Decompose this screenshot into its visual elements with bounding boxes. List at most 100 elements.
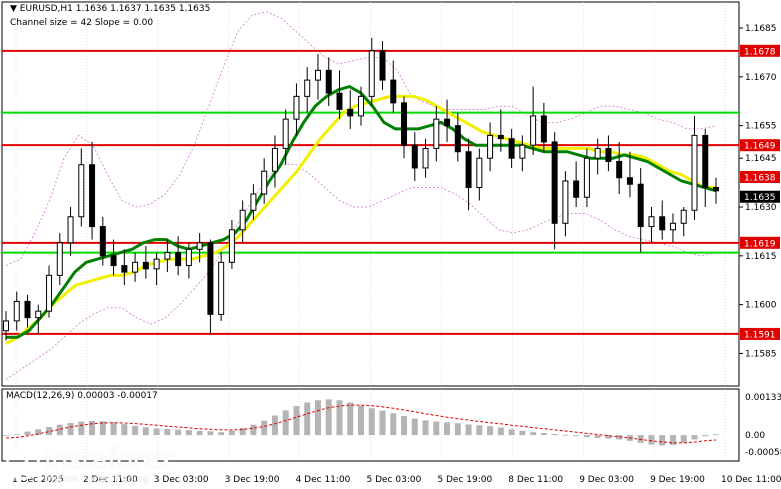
candle-body: [325, 69, 332, 94]
macd-histogram-bar: [519, 430, 526, 436]
axes: 1.16851.16701.16551.16451.16301.16151.16…: [12, 24, 781, 485]
macd-tick-label: -0.00058: [745, 448, 781, 458]
band-lower-line: [5, 164, 717, 380]
level-tag-label: 1.1591: [744, 330, 776, 340]
macd-histogram-bar: [56, 424, 63, 436]
macd-histogram-bar: [228, 430, 235, 436]
candle-body: [110, 255, 117, 267]
macd-histogram-bar: [551, 433, 558, 436]
candle-body: [347, 108, 354, 117]
candle-body: [713, 186, 719, 192]
level-tag-box: [740, 236, 780, 249]
candle-body: [304, 79, 311, 97]
time-tick-label: 3 Dec 03:00: [154, 475, 209, 485]
candle-body: [358, 95, 364, 117]
candle-body: [336, 92, 343, 110]
envelope-band: [5, 11, 717, 380]
price-tick-label: 1.1615: [745, 252, 777, 262]
candle-body: [56, 242, 63, 276]
price-tick-label: 1.1585: [745, 349, 777, 359]
macd-histogram-bar: [132, 425, 139, 436]
candle-body: [702, 134, 709, 188]
time-tick-label: 8 Dec 11:00: [508, 475, 563, 485]
candle-body: [573, 180, 580, 198]
time-tick-label: 4 Dec 11:00: [296, 475, 351, 485]
candle-body: [368, 50, 375, 97]
macd-histogram-bar: [271, 415, 278, 436]
candle-body: [508, 138, 515, 159]
macd-histogram-bar: [368, 408, 375, 436]
candle-body: [433, 118, 440, 149]
macd-histogram-bar: [573, 435, 580, 436]
macd-histogram-bar: [142, 427, 149, 436]
macd-histogram-bar: [35, 429, 42, 436]
macd-histogram-bar: [78, 421, 85, 436]
band-upper-line: [5, 11, 717, 266]
level-tag-label: 1.1619: [744, 239, 776, 249]
candle-body: [121, 265, 128, 273]
candle-body: [422, 147, 429, 169]
macd-histogram-bar: [497, 427, 504, 436]
candle-body: [659, 216, 666, 231]
candle-body: [218, 261, 225, 315]
price-tick-label: 1.1670: [745, 73, 777, 83]
price-tick-label: 1.1655: [745, 122, 777, 132]
price-tag-box: [740, 190, 780, 203]
macd-histogram-bar: [411, 418, 418, 436]
candle-body: [99, 226, 106, 257]
macd-histogram-bar: [293, 405, 300, 436]
price-tick-label: 1.1630: [745, 203, 777, 213]
macd-histogram-bar: [530, 432, 537, 436]
candle-body: [680, 209, 687, 224]
macd-histogram-bar: [594, 435, 601, 438]
dropdown-triangle-icon[interactable]: ▼: [10, 4, 17, 14]
candle-body: [142, 261, 149, 270]
macd-histogram-bar: [164, 429, 171, 436]
price-tag-box: [740, 170, 780, 183]
watermark-tagline: Instant Forex Trading: [44, 474, 150, 485]
macd-histogram-bar: [476, 425, 483, 436]
macd-histogram-bar: [218, 432, 225, 436]
macd-histogram-bar: [282, 410, 289, 436]
candle-body: [13, 300, 20, 322]
candle-body: [271, 147, 278, 172]
candle-body: [250, 193, 257, 211]
candle-body: [401, 102, 408, 146]
time-tick-label: 9 Dec 03:00: [579, 475, 634, 485]
level-tag-box: [740, 139, 780, 152]
candles: [3, 37, 719, 341]
macd-histogram-bar: [583, 435, 590, 438]
macd-histogram-bar: [358, 405, 364, 436]
macd-histogram-bar: [239, 428, 246, 436]
candle-body: [691, 134, 698, 211]
macd-histogram-bar: [713, 434, 719, 436]
macd-histogram-bar: [487, 426, 494, 436]
candle-body: [465, 151, 472, 188]
macd-histogram-bar: [304, 402, 311, 436]
watermark-brand: instaforex: [44, 444, 174, 475]
macd-histogram-bar: [196, 430, 203, 436]
macd-histogram-bar: [110, 422, 117, 436]
candle-body: [314, 69, 321, 81]
candle-body: [78, 164, 85, 218]
macd-histogram-bar: [691, 435, 698, 440]
macd-histogram-bar: [659, 435, 666, 446]
candle-body: [153, 258, 160, 270]
candle-body: [390, 79, 397, 104]
candle-body: [175, 252, 182, 267]
macd-histogram-bar: [433, 421, 440, 436]
level-tag-label: 1.1649: [744, 142, 776, 152]
candle-body: [196, 242, 203, 250]
candle-body: [605, 147, 612, 162]
candle-body: [476, 157, 483, 188]
level-tag-label: 1.1678: [744, 47, 776, 57]
candle-body: [379, 50, 386, 81]
macd-histogram-bar: [379, 410, 386, 436]
macd-histogram-bar: [605, 435, 612, 439]
candle-body: [228, 229, 235, 263]
candle-body: [497, 134, 504, 140]
macd-histogram-bar: [121, 424, 128, 436]
macd-histogram-bar: [680, 435, 687, 443]
candle-body: [35, 310, 42, 319]
